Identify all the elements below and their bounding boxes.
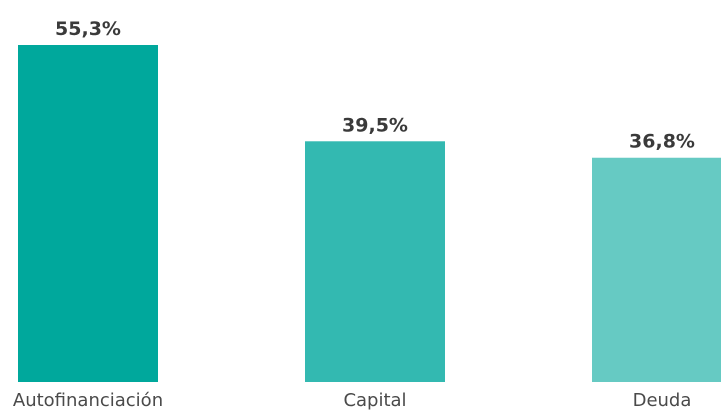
category-label-2: Capital: [343, 390, 406, 411]
bars-group: [18, 45, 721, 382]
category-label-3: Deuda: [633, 390, 692, 411]
value-label-2: 39,5%: [342, 114, 408, 136]
category-labels-group: Autofinanciación Capital Deuda: [13, 390, 692, 411]
category-label-1: Autofinanciación: [13, 390, 163, 411]
bar-3: [592, 157, 721, 382]
value-label-3: 36,8%: [629, 131, 695, 153]
value-label-1: 55,3%: [55, 18, 121, 40]
bar-1: [18, 45, 158, 382]
bar-2: [305, 141, 445, 382]
value-labels-group: 55,3% 39,5% 36,8%: [55, 18, 695, 153]
